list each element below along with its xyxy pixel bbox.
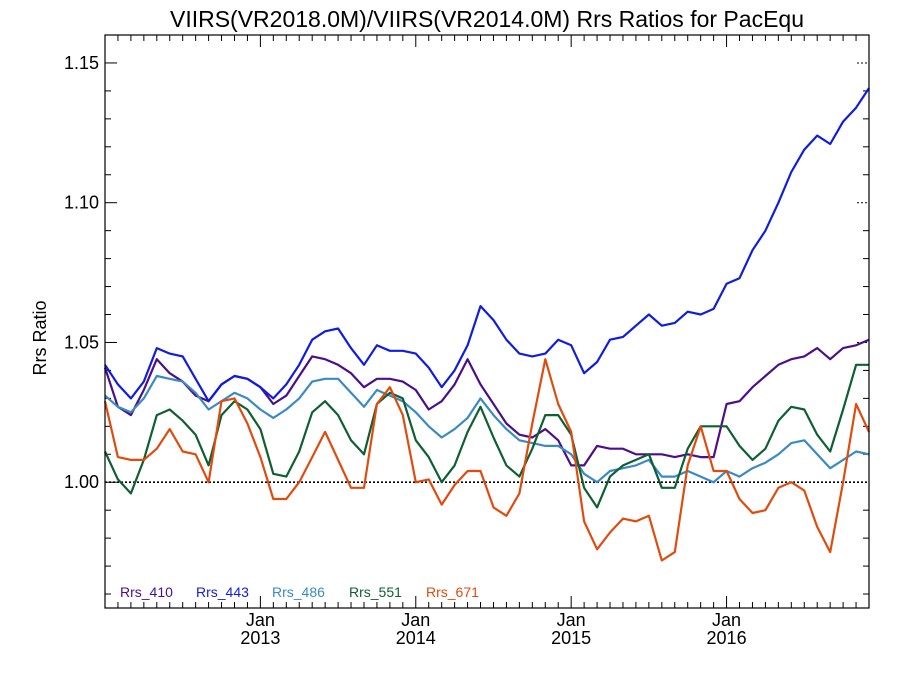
- x-tick-month-label: Jan: [246, 610, 275, 630]
- legend: Rrs_410 Rrs_443 Rrs_486 Rrs_551 Rrs_671: [120, 584, 479, 600]
- x-tick-year-label: 2013: [240, 628, 280, 648]
- x-tick-month-label: Jan: [401, 610, 430, 630]
- x-tick-year-label: 2014: [396, 628, 436, 648]
- chart-title: VIIRS(VR2018.0M)/VIIRS(VR2014.0M) Rrs Ra…: [170, 6, 804, 32]
- y-axis-label: Rrs Ratio: [30, 300, 50, 375]
- legend-item-rrs-443: Rrs_443: [196, 584, 249, 600]
- legend-item-rrs-671: Rrs_671: [426, 584, 479, 600]
- x-tick-month-label: Jan: [712, 610, 741, 630]
- legend-item-rrs-486: Rrs_486: [272, 584, 325, 600]
- x-tick-year-label: 2015: [551, 628, 591, 648]
- y-tick-label: 1.10: [64, 193, 99, 213]
- tick-layer: 1.001.051.101.15Jan2013Jan2014Jan2015Jan…: [64, 34, 870, 648]
- legend-item-rrs-410: Rrs_410: [120, 584, 173, 600]
- series-line-rrs-443: [104, 87, 870, 403]
- plot-frame: [104, 34, 870, 609]
- y-tick-label: 1.15: [64, 53, 99, 73]
- x-tick-year-label: 2016: [707, 628, 747, 648]
- y-tick-label: 1.05: [64, 332, 99, 352]
- y-tick-label: 1.00: [64, 472, 99, 492]
- series-line-rrs-486: [104, 374, 870, 484]
- series-line-rrs-671: [103, 358, 870, 562]
- series-layer: [103, 87, 870, 562]
- x-tick-month-label: Jan: [557, 610, 586, 630]
- legend-item-rrs-551: Rrs_551: [349, 584, 402, 600]
- series-line-rrs-551: [104, 363, 869, 509]
